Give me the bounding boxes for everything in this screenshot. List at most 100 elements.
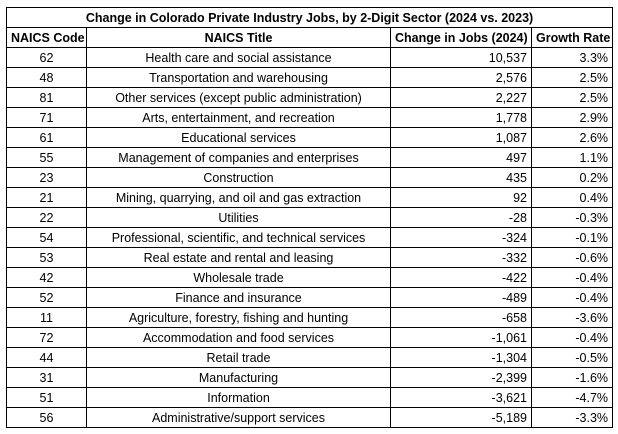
table-row: 42 Wholesale trade -422 -0.4% — [6, 267, 614, 288]
naics-title-cell: Educational services — [86, 127, 391, 148]
naics-code-cell: 62 — [6, 47, 87, 68]
growth-rate-cell: 2.5% — [530, 87, 614, 108]
growth-rate-cell: -4.7% — [530, 387, 614, 408]
naics-code-cell: 81 — [6, 87, 87, 108]
change-in-jobs-cell: 1,087 — [390, 127, 532, 148]
table-row: 21 Mining, quarrying, and oil and gas ex… — [6, 187, 614, 208]
naics-title-cell: Manufacturing — [86, 367, 391, 388]
change-in-jobs-cell: -332 — [390, 247, 532, 268]
table-row: 44 Retail trade -1,304 -0.5% — [6, 347, 614, 368]
table-row: 54 Professional, scientific, and technic… — [6, 227, 614, 248]
jobs-change-table: Change in Colorado Private Industry Jobs… — [5, 7, 614, 428]
change-in-jobs-cell: -422 — [390, 267, 532, 288]
naics-title-cell: Retail trade — [86, 347, 391, 368]
naics-title-cell: Transportation and warehousing — [86, 67, 391, 88]
growth-rate-cell: -0.4% — [530, 327, 614, 348]
change-in-jobs-cell: 92 — [390, 187, 532, 208]
table-row: 23 Construction 435 0.2% — [6, 167, 614, 188]
table-title-row: Change in Colorado Private Industry Jobs… — [5, 7, 614, 28]
naics-code-cell: 53 — [6, 247, 87, 268]
change-in-jobs-cell: -658 — [390, 307, 532, 328]
growth-rate-cell: -1.6% — [530, 367, 614, 388]
growth-rate-cell: -0.4% — [530, 287, 614, 308]
table-row: 55 Management of companies and enterpris… — [6, 147, 614, 168]
naics-title-cell: Wholesale trade — [86, 267, 391, 288]
change-in-jobs-cell: 2,576 — [390, 67, 532, 88]
table-title: Change in Colorado Private Industry Jobs… — [5, 7, 614, 28]
naics-title-cell: Administrative/support services — [86, 407, 391, 428]
change-in-jobs-cell: -5,189 — [390, 407, 532, 428]
table-row: 51 Information -3,621 -4.7% — [6, 387, 614, 408]
growth-rate-cell: -0.5% — [530, 347, 614, 368]
table-row: 53 Real estate and rental and leasing -3… — [6, 247, 614, 268]
change-in-jobs-cell: -1,304 — [390, 347, 532, 368]
naics-title-cell: Agriculture, forestry, fishing and hunti… — [86, 307, 391, 328]
growth-rate-cell: 2.9% — [530, 107, 614, 128]
change-in-jobs-cell: 10,537 — [390, 47, 532, 68]
table-row: 62 Health care and social assistance 10,… — [6, 47, 614, 68]
naics-title-cell: Finance and insurance — [86, 287, 391, 308]
naics-code-cell: 72 — [6, 327, 87, 348]
naics-code-cell: 42 — [6, 267, 87, 288]
naics-title-cell: Management of companies and enterprises — [86, 147, 391, 168]
table-row: 56 Administrative/support services -5,18… — [6, 407, 614, 428]
change-in-jobs-cell: 2,227 — [390, 87, 532, 108]
table-row: 61 Educational services 1,087 2.6% — [6, 127, 614, 148]
change-in-jobs-cell: -1,061 — [390, 327, 532, 348]
change-in-jobs-cell: -3,621 — [390, 387, 532, 408]
naics-title-cell: Construction — [86, 167, 391, 188]
naics-code-cell: 51 — [6, 387, 87, 408]
growth-rate-cell: -3.6% — [530, 307, 614, 328]
header-naics-code: NAICS Code — [6, 27, 87, 48]
change-in-jobs-cell: 497 — [390, 147, 532, 168]
naics-code-cell: 61 — [6, 127, 87, 148]
naics-code-cell: 52 — [6, 287, 87, 308]
table-row: 31 Manufacturing -2,399 -1.6% — [6, 367, 614, 388]
naics-code-cell: 48 — [6, 67, 87, 88]
table-row: 22 Utilities -28 -0.3% — [6, 207, 614, 228]
naics-title-cell: Professional, scientific, and technical … — [86, 227, 391, 248]
growth-rate-cell: -0.1% — [530, 227, 614, 248]
change-in-jobs-cell: 1,778 — [390, 107, 532, 128]
change-in-jobs-cell: -28 — [390, 207, 532, 228]
naics-code-cell: 54 — [6, 227, 87, 248]
table-body: 62 Health care and social assistance 10,… — [6, 47, 614, 428]
growth-rate-cell: -0.6% — [530, 247, 614, 268]
growth-rate-cell: 3.3% — [530, 47, 614, 68]
table-row: 72 Accommodation and food services -1,06… — [6, 327, 614, 348]
header-change-in-jobs: Change in Jobs (2024) — [390, 27, 532, 48]
change-in-jobs-cell: -324 — [390, 227, 532, 248]
table-row: 11 Agriculture, forestry, fishing and hu… — [6, 307, 614, 328]
growth-rate-cell: -0.3% — [530, 207, 614, 228]
naics-title-cell: Arts, entertainment, and recreation — [86, 107, 391, 128]
naics-title-cell: Utilities — [86, 207, 391, 228]
naics-code-cell: 11 — [6, 307, 87, 328]
table-header-row: NAICS Code NAICS Title Change in Jobs (2… — [6, 27, 614, 48]
naics-code-cell: 23 — [6, 167, 87, 188]
growth-rate-cell: 0.4% — [530, 187, 614, 208]
naics-title-cell: Other services (except public administra… — [86, 87, 391, 108]
naics-code-cell: 22 — [6, 207, 87, 228]
growth-rate-cell: 2.5% — [530, 67, 614, 88]
growth-rate-cell: -0.4% — [530, 267, 614, 288]
naics-code-cell: 55 — [6, 147, 87, 168]
naics-code-cell: 44 — [6, 347, 87, 368]
naics-title-cell: Mining, quarrying, and oil and gas extra… — [86, 187, 391, 208]
table-row: 81 Other services (except public adminis… — [6, 87, 614, 108]
table-row: 52 Finance and insurance -489 -0.4% — [6, 287, 614, 308]
naics-title-cell: Information — [86, 387, 391, 408]
naics-title-cell: Health care and social assistance — [86, 47, 391, 68]
change-in-jobs-cell: -489 — [390, 287, 532, 308]
change-in-jobs-cell: 435 — [390, 167, 532, 188]
naics-code-cell: 56 — [6, 407, 87, 428]
growth-rate-cell: 2.6% — [530, 127, 614, 148]
growth-rate-cell: -3.3% — [530, 407, 614, 428]
header-naics-title: NAICS Title — [86, 27, 391, 48]
naics-code-cell: 31 — [6, 367, 87, 388]
change-in-jobs-cell: -2,399 — [390, 367, 532, 388]
naics-title-cell: Accommodation and food services — [86, 327, 391, 348]
naics-title-cell: Real estate and rental and leasing — [86, 247, 391, 268]
header-growth-rate: Growth Rate — [530, 27, 614, 48]
table-row: 48 Transportation and warehousing 2,576 … — [6, 67, 614, 88]
growth-rate-cell: 1.1% — [530, 147, 614, 168]
